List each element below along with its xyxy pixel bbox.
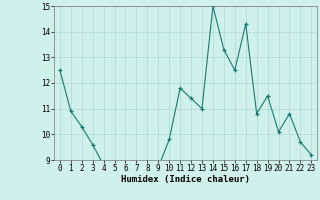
X-axis label: Humidex (Indice chaleur): Humidex (Indice chaleur) bbox=[121, 175, 250, 184]
